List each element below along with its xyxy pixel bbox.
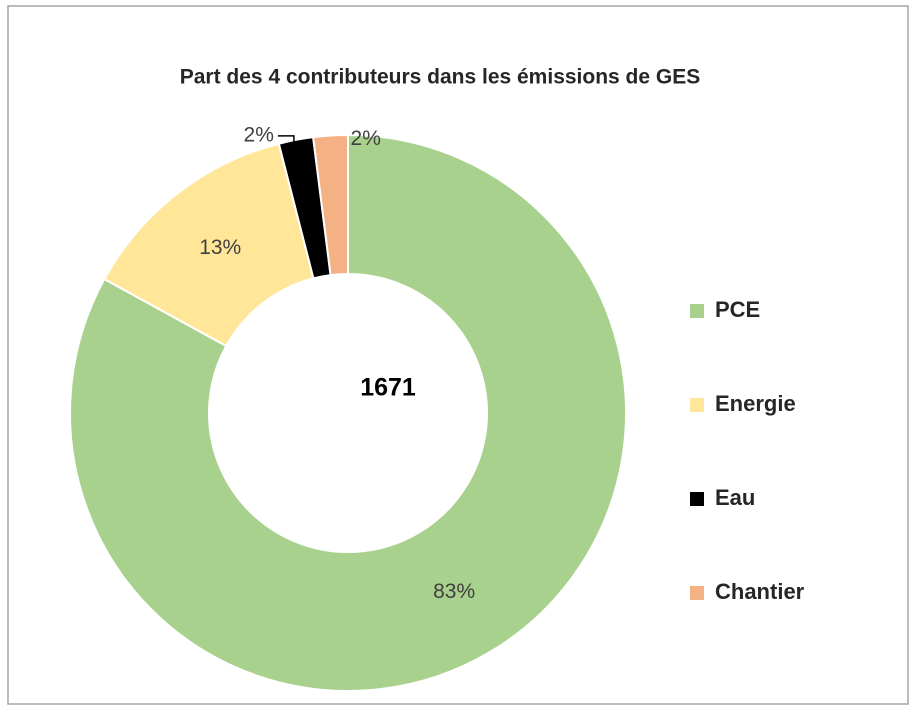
legend-label: Energie [715,391,796,416]
legend-label: Chantier [715,579,805,604]
donut-slice [69,133,627,692]
legend-swatch [690,304,704,318]
legend-label: PCE [715,297,760,322]
center-text: 1671 [360,374,416,402]
donut-slice [103,142,315,348]
data-label: 2% [351,127,381,150]
data-label: 13% [199,236,241,259]
leader-line [277,135,295,146]
data-label: 83% [433,580,475,603]
legend-swatch [690,586,704,600]
legend-swatch [690,492,704,506]
legend-label: Eau [715,485,755,510]
data-label: 2% [244,123,274,146]
donut-slice [312,133,349,277]
chart-title: Part des 4 contributeurs dans les émissi… [180,66,701,89]
legend-swatch [690,398,704,412]
